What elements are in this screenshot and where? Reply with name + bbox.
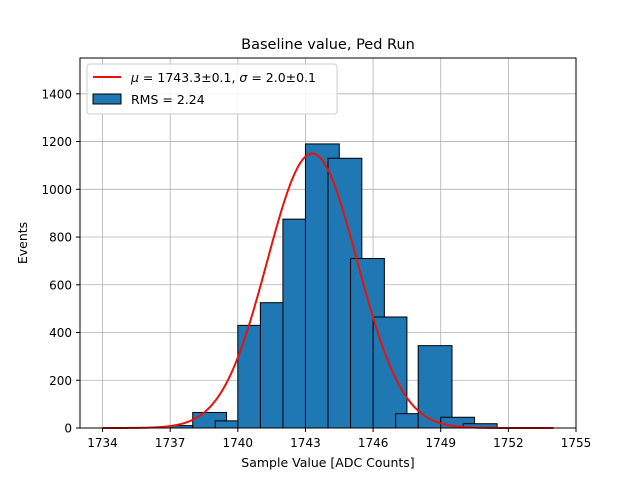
y-tick-label: 800 — [49, 231, 72, 245]
chart-title: Baseline value, Ped Run — [241, 37, 415, 53]
y-axis-ticks: 0 200 400 600 800 1000 1200 1400 — [41, 87, 80, 436]
histogram-bars — [169, 143, 498, 429]
y-tick-label: 1000 — [41, 183, 72, 197]
y-tick-label: 600 — [49, 278, 72, 292]
legend-histogram-label: RMS = 2.24 — [131, 92, 205, 107]
plot-frame — [79, 57, 577, 429]
x-tick-label: 1755 — [561, 436, 592, 450]
mu-symbol: μ — [130, 70, 139, 85]
x-axis-ticks: 1734 1737 1740 1743 1746 1749 1752 1755 — [87, 428, 591, 450]
x-tick-label: 1746 — [358, 436, 389, 450]
sigma-value: = 2.0±0.1 — [247, 70, 316, 85]
mu-value: = 1743.3±0.1, — [139, 70, 239, 85]
x-tick-label: 1740 — [223, 436, 254, 450]
x-tick-label: 1743 — [290, 436, 321, 450]
x-tick-label: 1737 — [155, 436, 186, 450]
x-axis-label: Sample Value [ADC Counts] — [241, 455, 414, 470]
legend: μ = 1743.3±0.1, σ = 2.0±0.1 RMS = 2.24 — [86, 63, 338, 115]
y-tick-label: 0 — [64, 422, 72, 436]
x-tick-label: 1734 — [87, 436, 118, 450]
y-axis-label: Events — [15, 222, 30, 264]
y-tick-label: 1200 — [41, 135, 72, 149]
x-tick-label: 1749 — [425, 436, 456, 450]
x-tick-label: 1752 — [493, 436, 524, 450]
y-tick-label: 200 — [49, 374, 72, 388]
legend-histogram-swatch — [92, 93, 122, 105]
legend-box — [86, 63, 338, 115]
legend-fit-label: μ = 1743.3±0.1, σ = 2.0±0.1 — [130, 70, 316, 85]
sigma-symbol: σ — [239, 70, 248, 85]
y-tick-label: 400 — [49, 326, 72, 340]
y-tick-label: 1400 — [41, 87, 72, 101]
